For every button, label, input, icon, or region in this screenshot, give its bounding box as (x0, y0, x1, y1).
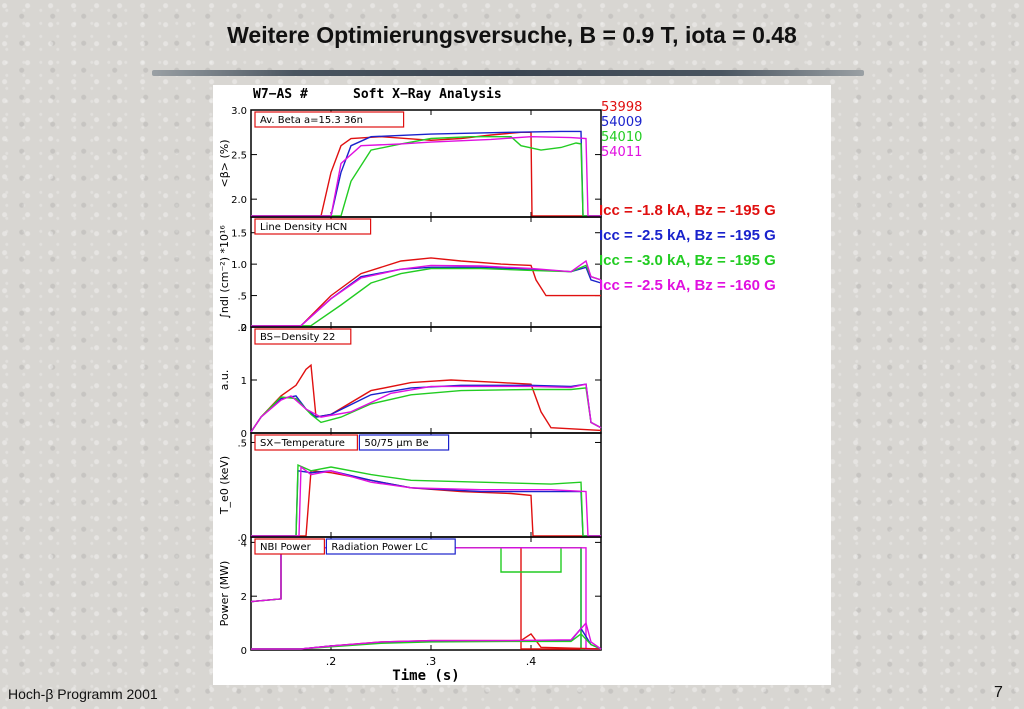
chart-header-left: W7−AS # (253, 87, 308, 102)
ylabel-power: Power (MW) (218, 561, 231, 627)
panel-label-box-power-1 (325, 538, 456, 555)
ytick-label-density: .5 (237, 292, 247, 303)
ytick-label-temperature: .0 (237, 533, 247, 544)
title-divider (152, 70, 864, 76)
ytick-label-beta: 2.0 (231, 195, 247, 206)
annotation-2: Icc = -3.0 kA, Bz = -195 G (599, 252, 776, 269)
slide-title: Weitere Optimierungsversuche, B = 0.9 T,… (227, 22, 797, 48)
ytick-label-beta: 3.0 (231, 106, 247, 117)
ytick-label-beta: 2.5 (231, 151, 247, 162)
trace-bsdensity-53998 (250, 363, 602, 433)
trace-density-54010 (250, 264, 602, 327)
ytick-label-bsdensity: 1 (241, 376, 247, 387)
ytick-label-bsdensity: 0 (241, 429, 247, 440)
panel-label-power-1: Radiation Power LC (331, 542, 427, 553)
panel-label-temperature-1: 50/75 μm Be (364, 438, 428, 449)
legend-entry-54011: 54011 (601, 145, 642, 160)
trace-temperature-54010 (251, 464, 601, 537)
legend-entry-53998: 53998 (601, 100, 642, 115)
nbi-trace-power-54009 (250, 547, 601, 650)
panel-label-power-0: NBI Power (260, 542, 312, 553)
ytick-label-temperature: .5 (237, 438, 247, 449)
panel-label-box-power-0 (254, 538, 326, 555)
panel-label-density-0: Line Density HCN (260, 222, 347, 233)
chart-header-right: Soft X−Ray Analysis (353, 87, 502, 102)
trace-power-54011 (251, 621, 602, 650)
ylabel-temperature: T_e0 (keV) (218, 456, 231, 515)
xtick-label: .2 (326, 655, 337, 668)
trace-beta-54010 (251, 136, 601, 217)
legend-entry-54010: 54010 (601, 130, 642, 145)
ytick-label-bsdensity: 2 (241, 323, 247, 334)
trace-temperature-54011 (251, 465, 601, 537)
panel-label-beta-0: Av. Beta a=15.3 36n (260, 115, 363, 126)
ylabel-density: ∫ndl (cm⁻²) *10¹⁶ (218, 225, 231, 319)
footer-label: Hoch-β Programm 2001 (8, 686, 158, 702)
legend-entry-54009: 54009 (601, 115, 642, 130)
ytick-label-power: 0 (241, 646, 247, 657)
panel-label-bsdensity-0: BS−Density 22 (260, 332, 335, 343)
trace-beta-54009 (251, 130, 601, 217)
chart-figure: W7−AS # Soft X−Ray Analysis 2.0 2.5 3.0 <β> (… (213, 85, 831, 685)
annotation-0: Icc = -1.8 kA, Bz = -195 G (599, 202, 776, 219)
xlabel: Time (s) (392, 668, 459, 684)
trace-beta-53998 (251, 131, 601, 217)
ylabel-beta: <β> (%) (218, 140, 231, 188)
trace-bsdensity-54010 (250, 387, 602, 433)
panel-label-box-beta-0 (254, 111, 405, 128)
xtick-label: .4 (526, 655, 537, 668)
annotation-3: Icc = -2.5 kA, Bz = -160 G (599, 277, 776, 294)
xtick-label: .3 (426, 655, 437, 668)
panel-label-box-temperature-1 (358, 434, 450, 451)
ytick-label-power: 4 (241, 538, 247, 549)
trace-beta-54011 (251, 135, 601, 217)
annotation-1: Icc = -2.5 kA, Bz = -195 G (599, 227, 776, 244)
panel-label-box-density-0 (254, 218, 372, 235)
trace-density-54009 (250, 266, 602, 327)
panel-label-temperature-0: SX−Temperature (260, 438, 345, 449)
trace-power-54010 (251, 632, 602, 650)
ytick-label-density: 1.0 (231, 260, 247, 271)
nbi-trace-power-54010 (250, 547, 601, 650)
page-number: 7 (994, 684, 1003, 701)
ytick-label-density: 1.5 (231, 229, 247, 240)
panel-frame-power (250, 536, 602, 651)
trace-power-54009 (251, 627, 602, 650)
trace-bsdensity-54011 (250, 383, 602, 433)
nbi-trace-power-54011 (250, 547, 601, 650)
nbi-trace-power-53998 (250, 547, 601, 650)
trace-density-53998 (250, 257, 601, 327)
ytick-label-density: .0 (237, 323, 247, 334)
panel-label-box-temperature-0 (254, 434, 359, 451)
trace-density-54011 (250, 259, 602, 327)
ylabel-bsdensity: a.u. (218, 370, 231, 391)
ytick-label-power: 2 (241, 592, 247, 603)
panel-label-box-bsdensity-0 (254, 328, 352, 345)
